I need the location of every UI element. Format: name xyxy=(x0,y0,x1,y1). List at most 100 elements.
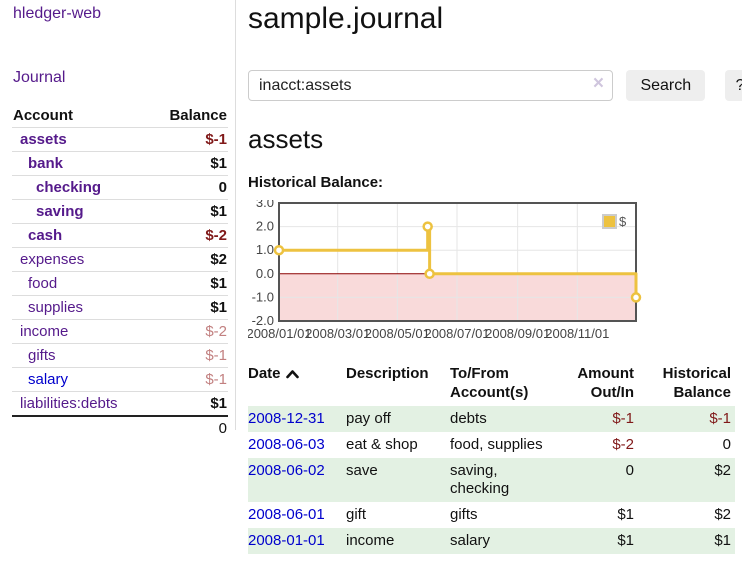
svg-text:2008/07/01: 2008/07/01 xyxy=(424,326,489,341)
account-balance: $1 xyxy=(210,275,227,292)
transaction-amount: $1 xyxy=(617,506,634,523)
register-col-date[interactable]: Date xyxy=(248,360,346,406)
register-row[interactable]: 2008-06-02 save saving, checking 0 $2 xyxy=(248,458,735,502)
svg-text:2008/11/01: 2008/11/01 xyxy=(545,326,609,341)
register-row[interactable]: 2008-06-03 eat & shop food, supplies $-2 0 xyxy=(248,432,735,458)
account-balance: $1 xyxy=(210,155,227,172)
account-row: income $-2 xyxy=(12,319,228,344)
sidebar-item-journal[interactable]: Journal xyxy=(13,69,66,86)
account-balance: $1 xyxy=(210,395,227,412)
search-row: × Search ? xyxy=(248,70,742,101)
svg-text:0.0: 0.0 xyxy=(256,266,274,281)
help-button[interactable]: ? xyxy=(724,70,742,101)
transaction-date: 2008-06-02 xyxy=(248,458,346,502)
account-link-bank[interactable]: bank xyxy=(28,155,64,172)
account-link-cash[interactable]: cash xyxy=(28,227,63,244)
transaction-date-link[interactable]: 2008-06-01 xyxy=(248,506,325,523)
account-link-liabilities-debts[interactable]: liabilities:debts xyxy=(20,395,118,412)
register-row[interactable]: 2008-12-31 pay off debts $-1 $-1 xyxy=(248,406,735,432)
account-link-gifts[interactable]: gifts xyxy=(28,347,56,364)
chart-heading: Historical Balance: xyxy=(248,174,384,191)
svg-text:-2.0: -2.0 xyxy=(252,313,274,328)
app-title-link[interactable]: hledger-web xyxy=(13,5,102,22)
account-row: checking 0 xyxy=(12,175,228,200)
search-input[interactable] xyxy=(248,70,613,101)
account-link-expenses[interactable]: expenses xyxy=(20,251,85,268)
register-col-tofrom: To/From Account(s) xyxy=(450,365,529,401)
svg-text:2008/01/01: 2008/01/01 xyxy=(248,326,312,341)
chart-svg: $3.0 2.0 1.0 0.0 -1.0 -2.02008/01/012008/03/0… xyxy=(246,195,642,341)
transaction-amount: $-2 xyxy=(612,436,634,453)
svg-text:2008/05/01: 2008/05/01 xyxy=(365,326,430,341)
account-balance: $2 xyxy=(210,251,227,268)
account-row: bank $1 xyxy=(12,151,228,176)
account-balance: $-1 xyxy=(205,347,227,364)
svg-text:1.0: 1.0 xyxy=(256,242,274,257)
account-balance: $1 xyxy=(210,299,227,316)
transaction-description: eat & shop xyxy=(346,436,418,453)
transaction-balance: $2 xyxy=(714,462,731,479)
register-col-description: Description xyxy=(346,365,429,382)
transaction-amount: $-1 xyxy=(612,410,634,427)
transaction-date-link[interactable]: 2008-06-03 xyxy=(248,436,325,453)
account-link-assets[interactable]: assets xyxy=(20,131,67,148)
transaction-balance: 0 xyxy=(722,436,731,453)
transaction-amount: 0 xyxy=(625,462,634,479)
account-row: salary $-1 xyxy=(12,367,228,392)
register-col-historical-balance: Historical Balance xyxy=(662,365,731,401)
account-balance: $-2 xyxy=(205,227,227,244)
transaction-accounts: salary xyxy=(450,532,491,549)
transaction-date: 2008-06-01 xyxy=(248,502,346,528)
transaction-date: 2008-01-01 xyxy=(248,528,346,554)
account-row: food $1 xyxy=(12,271,228,296)
page-title: sample.journal xyxy=(248,2,444,35)
account-balance: $-1 xyxy=(205,131,227,148)
transaction-balance: $-1 xyxy=(709,410,731,427)
account-balance: $-2 xyxy=(205,323,227,340)
account-link-income[interactable]: income xyxy=(20,323,69,340)
account-link-saving[interactable]: saving xyxy=(36,203,84,220)
account-link-supplies[interactable]: supplies xyxy=(28,299,84,316)
register-col-amount: Amount Out/In xyxy=(577,365,634,401)
svg-text:$: $ xyxy=(619,214,627,229)
register-table: Date Description To/From Account(s) Amou… xyxy=(248,360,735,554)
account-heading: assets xyxy=(248,124,324,154)
account-row: saving $1 xyxy=(12,199,228,224)
clear-search-icon[interactable]: × xyxy=(592,73,604,94)
account-link-checking[interactable]: checking xyxy=(36,179,102,196)
register-row[interactable]: 2008-06-01 gift gifts $1 $2 xyxy=(248,502,735,528)
transaction-date-link[interactable]: 2008-06-02 xyxy=(248,462,325,479)
transaction-date-link[interactable]: 2008-12-31 xyxy=(248,410,325,427)
transaction-date-link[interactable]: 2008-01-01 xyxy=(248,532,325,549)
transaction-description: pay off xyxy=(346,410,391,427)
transaction-accounts: debts xyxy=(450,410,487,427)
account-row: expenses $2 xyxy=(12,247,228,272)
transaction-description: gift xyxy=(346,506,367,523)
account-row: cash $-2 xyxy=(12,223,228,248)
svg-text:2.0: 2.0 xyxy=(256,219,274,234)
transaction-accounts: gifts xyxy=(450,506,478,523)
accounts-table: Account Balance assets $-1 bank $1 checking 0… xyxy=(12,104,228,440)
account-balance: $-1 xyxy=(205,371,227,388)
svg-text:2008/03/01: 2008/03/01 xyxy=(305,326,370,341)
transaction-accounts: saving, checking xyxy=(450,462,510,497)
account-link-salary[interactable]: salary xyxy=(28,371,69,388)
accounts-total-value: 0 xyxy=(218,420,227,437)
account-row: supplies $1 xyxy=(12,295,228,320)
transaction-date: 2008-12-31 xyxy=(248,406,346,432)
sidebar: hledger-web Journal Account Balance asse… xyxy=(0,0,236,437)
account-balance: $1 xyxy=(210,203,227,220)
sort-ascending-icon xyxy=(285,366,299,383)
transaction-date: 2008-06-03 xyxy=(248,432,346,458)
account-row: liabilities:debts $1 xyxy=(12,391,228,417)
svg-text:2008/09/01: 2008/09/01 xyxy=(485,326,550,341)
transaction-accounts: food, supplies xyxy=(450,436,543,453)
transaction-description: save xyxy=(346,462,378,479)
search-button[interactable]: Search xyxy=(626,70,706,101)
svg-text:-1.0: -1.0 xyxy=(252,289,274,304)
transaction-description: income xyxy=(346,532,395,549)
account-link-food[interactable]: food xyxy=(28,275,58,292)
register-row[interactable]: 2008-01-01 income salary $1 $1 xyxy=(248,528,735,554)
transaction-balance: $1 xyxy=(714,532,731,549)
account-balance: 0 xyxy=(218,179,227,196)
